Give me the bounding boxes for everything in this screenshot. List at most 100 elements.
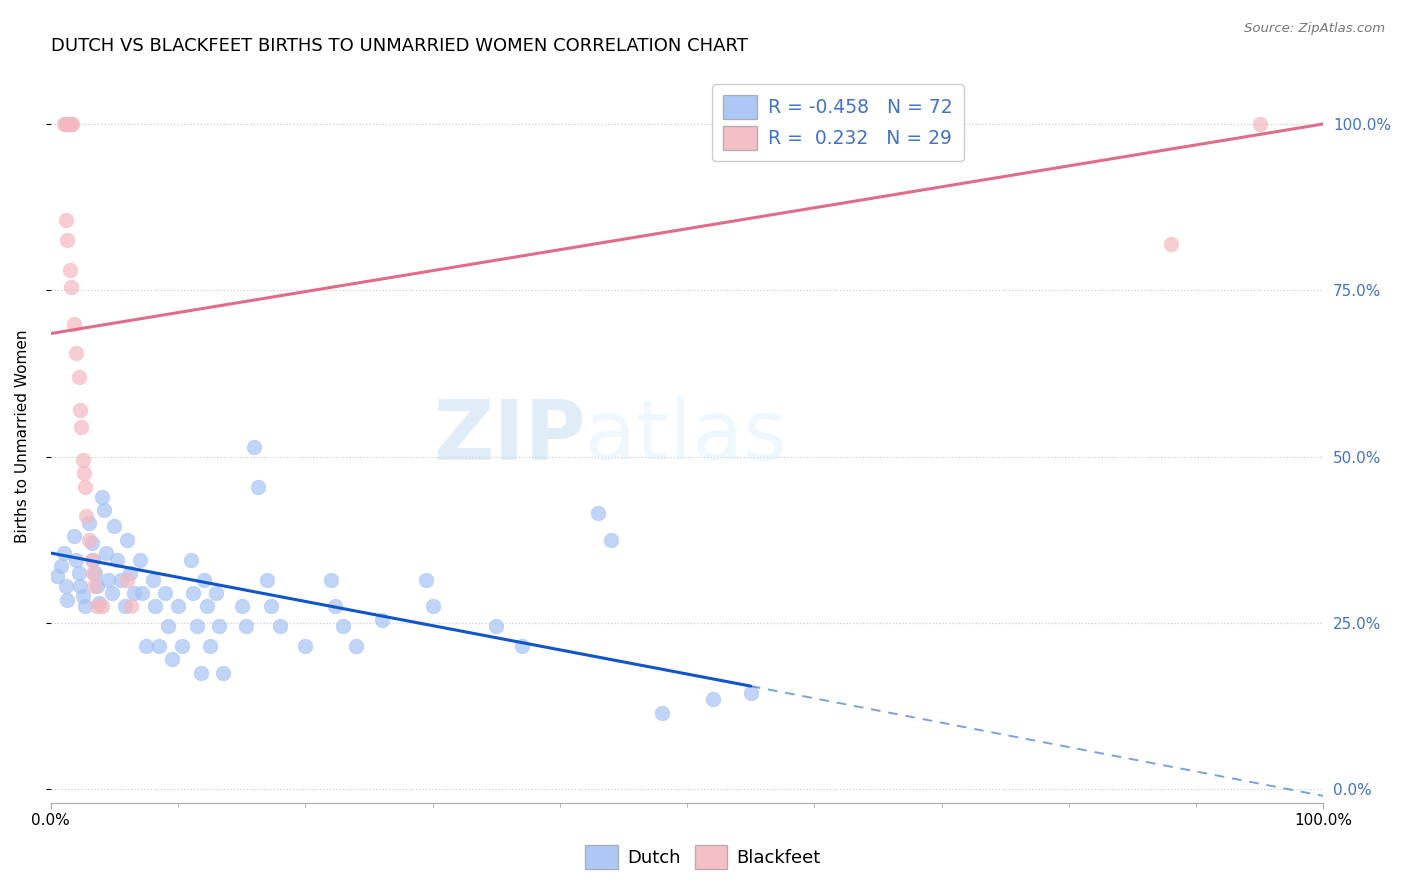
Point <box>59 263 82 277</box>
Point <box>193 573 215 587</box>
Point <box>105 552 128 566</box>
Point <box>422 599 444 614</box>
Point <box>90 490 112 504</box>
Point <box>260 599 283 614</box>
Point <box>651 706 673 720</box>
Point <box>415 573 437 587</box>
Point <box>72 453 94 467</box>
Point <box>52 546 75 560</box>
Point <box>82 552 104 566</box>
Point <box>198 639 221 653</box>
Point <box>115 573 138 587</box>
Point <box>118 566 141 580</box>
Point <box>183 586 205 600</box>
Point <box>148 639 170 653</box>
Point <box>56 117 79 131</box>
Point <box>235 619 257 633</box>
Point <box>142 573 165 587</box>
Point <box>56 233 79 247</box>
Point <box>160 652 183 666</box>
Point <box>143 599 166 614</box>
Point <box>55 213 77 227</box>
Point <box>90 599 112 614</box>
Point <box>1160 236 1182 251</box>
Point <box>93 503 115 517</box>
Point <box>52 117 75 131</box>
Point <box>319 573 342 587</box>
Point <box>120 599 142 614</box>
Point <box>135 639 157 653</box>
Point <box>180 552 202 566</box>
Point <box>294 639 316 653</box>
Point <box>72 589 94 603</box>
Point <box>84 566 107 580</box>
Point <box>46 569 69 583</box>
Point <box>344 639 367 653</box>
Point <box>211 665 233 680</box>
Point <box>586 506 609 520</box>
Point <box>247 479 270 493</box>
Point <box>83 579 105 593</box>
Text: atlas: atlas <box>585 396 787 477</box>
Point <box>70 419 93 434</box>
Text: DUTCH VS BLACKFEET BIRTHS TO UNMARRIED WOMEN CORRELATION CHART: DUTCH VS BLACKFEET BIRTHS TO UNMARRIED W… <box>51 37 748 55</box>
Point <box>62 317 84 331</box>
Y-axis label: Births to Unmarried Women: Births to Unmarried Women <box>15 330 30 543</box>
Point <box>485 619 508 633</box>
Point <box>67 369 90 384</box>
Point <box>131 586 153 600</box>
Point <box>186 619 208 633</box>
Point <box>62 529 84 543</box>
Point <box>77 533 100 547</box>
Point <box>60 117 83 131</box>
Point <box>94 546 117 560</box>
Point <box>510 639 533 653</box>
Point <box>190 665 212 680</box>
Point <box>170 639 193 653</box>
Point <box>195 599 218 614</box>
Point <box>65 346 87 360</box>
Point <box>69 403 91 417</box>
Point <box>156 619 179 633</box>
Point <box>256 573 278 587</box>
Point <box>80 536 103 550</box>
Point <box>740 686 762 700</box>
Point <box>69 579 91 593</box>
Point <box>155 586 177 600</box>
Point <box>114 599 136 614</box>
Point <box>167 599 190 614</box>
Point <box>60 280 83 294</box>
Point <box>129 552 152 566</box>
Text: ZIP: ZIP <box>433 396 585 477</box>
Point <box>101 586 124 600</box>
Point <box>332 619 354 633</box>
Point <box>97 573 120 587</box>
Point <box>115 533 138 547</box>
Point <box>80 552 103 566</box>
Point <box>67 566 90 580</box>
Point <box>49 559 72 574</box>
Point <box>243 440 266 454</box>
Point <box>75 509 97 524</box>
Point <box>122 586 145 600</box>
Point <box>55 579 77 593</box>
Point <box>1249 117 1271 131</box>
Point <box>56 592 79 607</box>
Point <box>599 533 621 547</box>
Point <box>208 619 231 633</box>
Point <box>205 586 228 600</box>
Legend: R = -0.458   N = 72, R =  0.232   N = 29: R = -0.458 N = 72, R = 0.232 N = 29 <box>711 84 965 161</box>
Point <box>231 599 253 614</box>
Legend: Dutch, Blackfeet: Dutch, Blackfeet <box>578 838 828 876</box>
Point <box>62 117 84 131</box>
Point <box>82 566 104 580</box>
Point <box>702 692 724 706</box>
Point <box>77 516 100 530</box>
Point <box>65 552 87 566</box>
Point <box>73 467 96 481</box>
Point <box>110 573 132 587</box>
Point <box>55 117 77 131</box>
Point <box>269 619 291 633</box>
Point <box>89 596 111 610</box>
Text: Source: ZipAtlas.com: Source: ZipAtlas.com <box>1244 22 1385 36</box>
